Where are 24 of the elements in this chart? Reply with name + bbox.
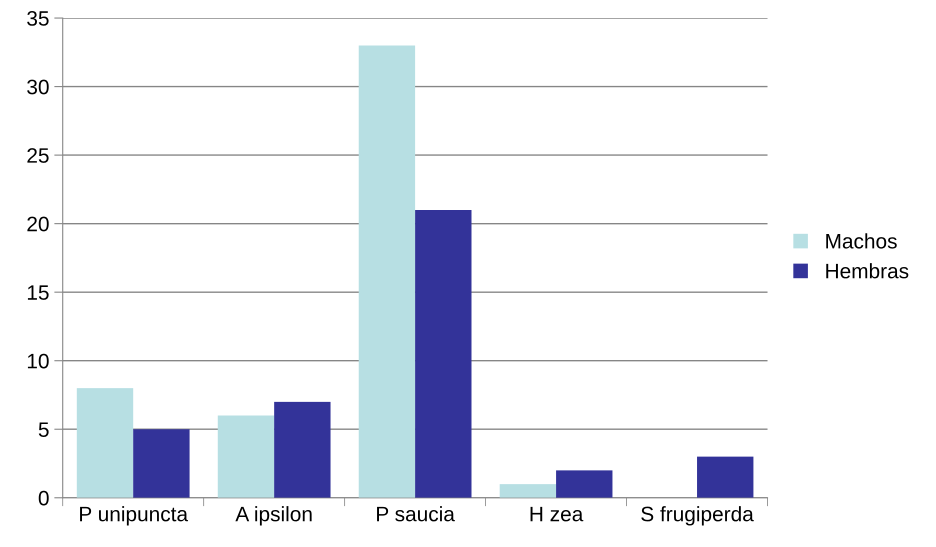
y-tick-label: 15: [28, 285, 49, 300]
bar: [415, 210, 472, 498]
bar: [76, 388, 134, 498]
legend-label: Hembras: [826, 263, 908, 278]
y-tick-label: 35: [27, 11, 49, 26]
bar: [556, 470, 612, 498]
y-tick-label: 5: [38, 422, 49, 437]
y-tick-label: 20: [27, 216, 49, 232]
legend-label: Machos: [826, 233, 897, 249]
bar: [133, 429, 190, 498]
x-tick-label: P saucia: [377, 506, 455, 522]
y-tick-label: 30: [27, 80, 49, 94]
bar: [274, 402, 331, 498]
y-tick-label: 25: [27, 148, 49, 163]
y-tick-label: 10: [28, 354, 49, 368]
bar: [358, 45, 416, 498]
x-tick-label: S frugiperda: [641, 506, 754, 526]
y-tick-label: 0: [38, 490, 49, 506]
x-tick-label: A ipsilon: [235, 506, 312, 526]
x-tick-label: P unipuncta: [80, 506, 188, 526]
bar: [697, 456, 754, 498]
bar: [500, 484, 556, 498]
bar: [218, 416, 274, 498]
x-tick-label: H zea: [530, 506, 584, 522]
